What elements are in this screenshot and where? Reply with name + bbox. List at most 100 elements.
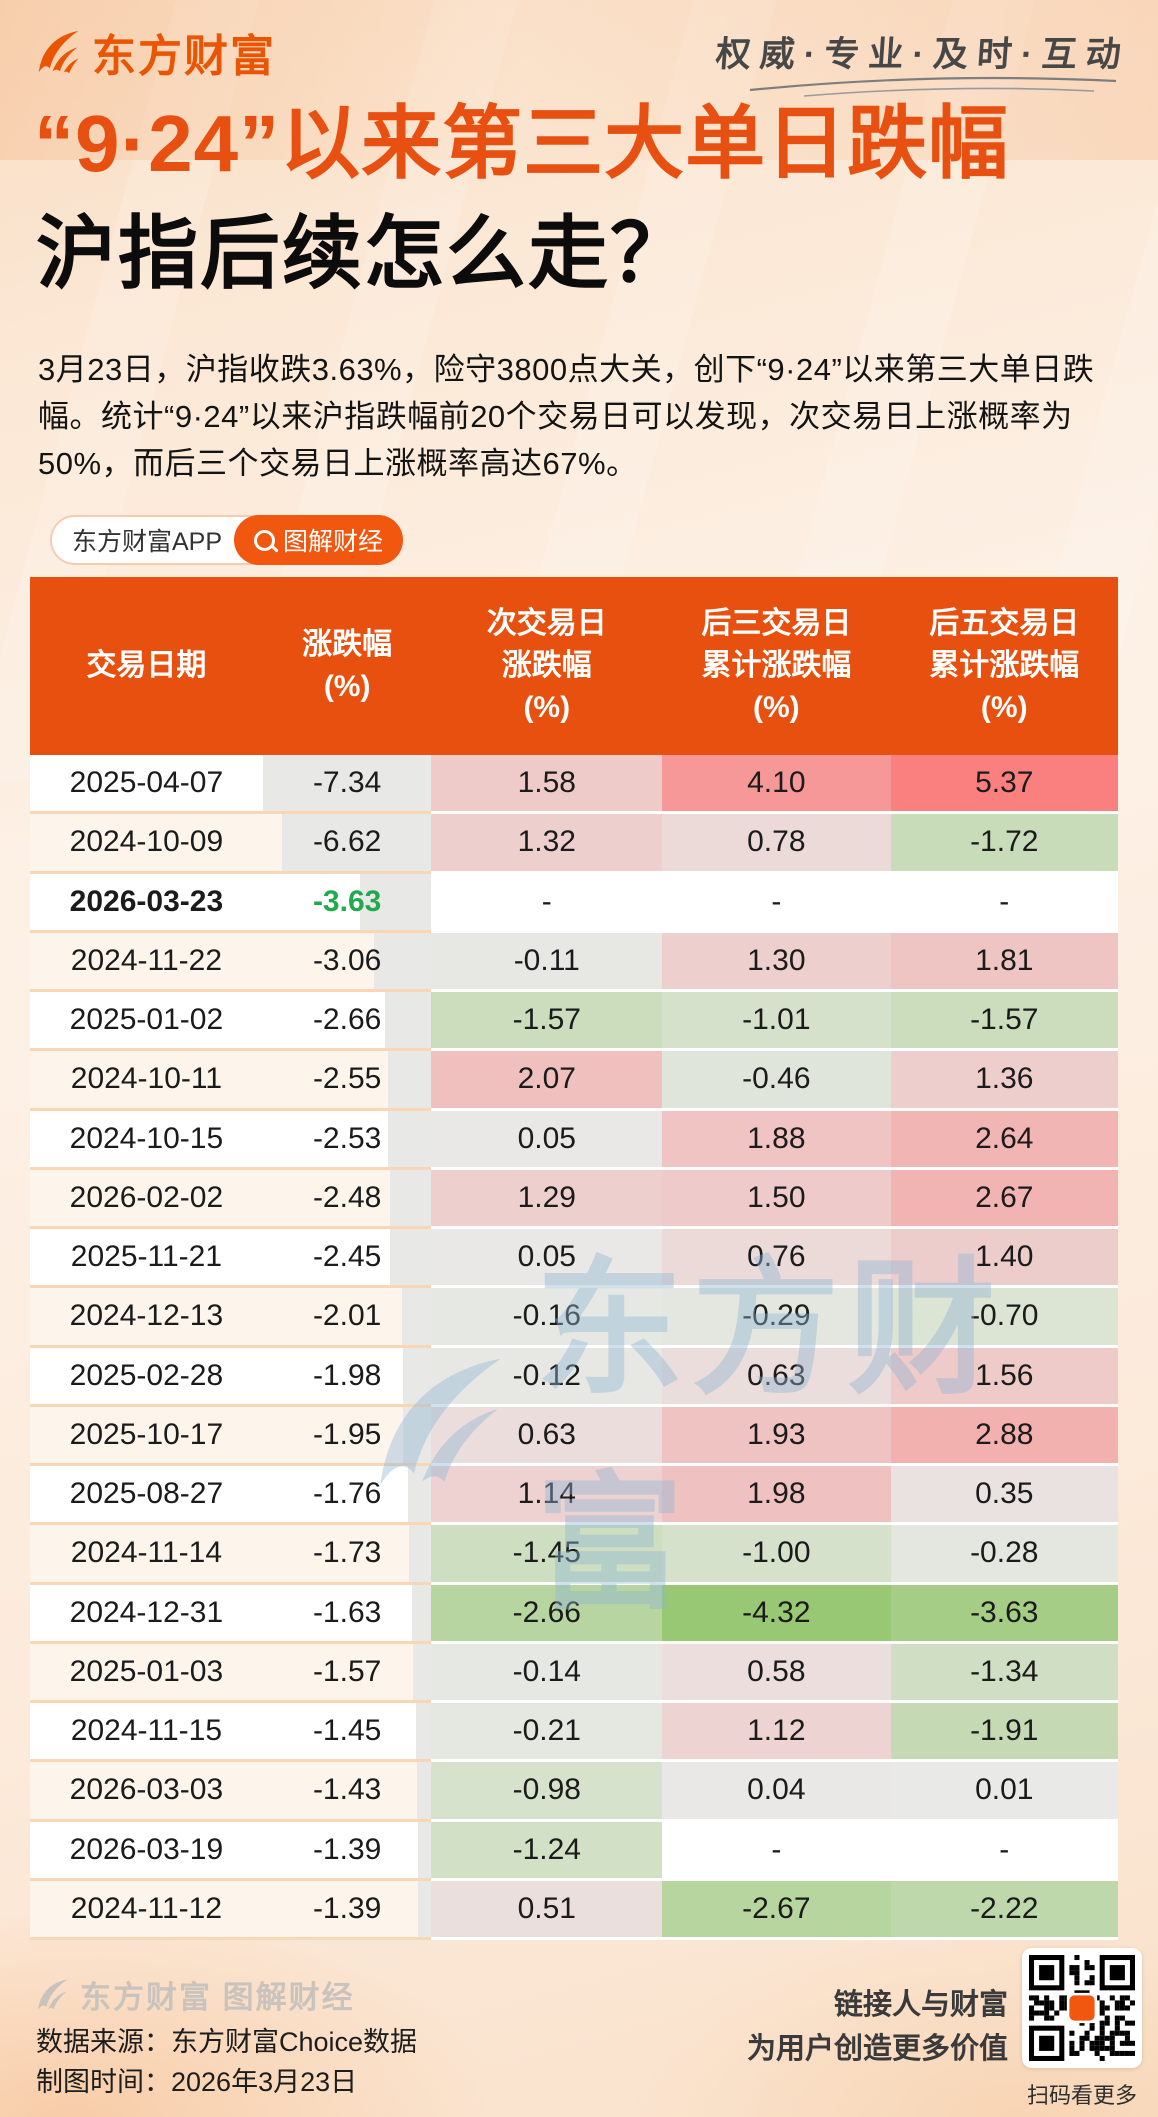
- change-value: -1.76: [312, 1477, 382, 1511]
- change-databar: [262, 755, 432, 812]
- qr-code[interactable]: [1022, 1948, 1142, 2068]
- cell-next5-days: -2.22: [890, 1880, 1118, 1940]
- cell-change: -1.98: [262, 1347, 432, 1407]
- cell-date: 2025-11-21: [30, 1229, 263, 1289]
- change-databar: [403, 1406, 432, 1463]
- change-value: -1.63: [312, 1595, 382, 1629]
- cell-change: -1.57: [262, 1643, 432, 1703]
- change-databar: [374, 932, 432, 989]
- change-databar: [416, 1703, 432, 1760]
- table-row: 2024-12-31 -1.63 -2.66 -4.32 -3.63: [30, 1584, 1118, 1644]
- tujie-caijing-button[interactable]: 图解财经: [234, 515, 404, 565]
- table-row: 2026-03-19 -1.39 -1.24- -: [30, 1821, 1118, 1881]
- cell-next3-days: -: [662, 873, 891, 933]
- cell-date: 2026-03-19: [30, 1821, 263, 1881]
- change-value: -1.43: [312, 1773, 382, 1807]
- change-databar: [388, 1110, 432, 1167]
- cell-next5-days: 0.01: [890, 1762, 1118, 1822]
- leaf-logo-icon: [38, 30, 79, 74]
- cell-next3-days: 0.04: [662, 1762, 891, 1822]
- change-databar: [390, 1229, 432, 1286]
- cell-next-day: 1.32: [431, 814, 663, 874]
- cell-change: -7.34: [262, 755, 432, 815]
- column-header: 后五交易日 累计涨跌幅 (%): [929, 607, 1080, 724]
- cell-change: -2.48: [262, 1169, 432, 1229]
- change-databar: [413, 1643, 432, 1700]
- change-databar: [416, 1762, 432, 1819]
- cell-change: -2.01: [262, 1288, 432, 1348]
- headline-line2: 沪指后续怎么走？: [36, 209, 692, 298]
- app-badge-label: 东方财富APP: [72, 528, 223, 556]
- search-icon: [254, 529, 276, 551]
- cell-next-day: -1.24: [431, 1821, 663, 1881]
- table-row: 2024-12-13 -2.01 -0.16 -0.29 -0.70: [30, 1288, 1118, 1348]
- change-value: -2.53: [312, 1121, 382, 1155]
- cell-next-day: 0.63: [431, 1406, 663, 1466]
- column-header: 交易日期: [86, 649, 207, 682]
- table-row: 2024-10-09 -6.62 1.32 0.78 -1.72: [30, 814, 1118, 874]
- cell-next5-days: 1.40: [890, 1229, 1118, 1289]
- cell-date: 2025-01-03: [30, 1643, 263, 1703]
- footer-logo-text: 东方财富 图解财经: [80, 1980, 355, 2015]
- change-value: -1.39: [312, 1891, 382, 1925]
- cell-next3-days: 1.50: [662, 1169, 891, 1229]
- cell-next-day: 1.29: [431, 1169, 663, 1229]
- cell-next-day: 0.05: [431, 1110, 663, 1170]
- cell-change: -1.95: [262, 1406, 432, 1466]
- cell-date: 2026-02-02: [30, 1169, 263, 1229]
- cell-change: -3.06: [262, 932, 432, 992]
- change-value: -1.45: [312, 1714, 382, 1748]
- cell-next5-days: -1.57: [890, 992, 1118, 1052]
- change-databar: [411, 1584, 432, 1641]
- footer-slogan-line2: 为用户创造更多价值: [746, 2032, 1008, 2065]
- cell-change: -1.73: [262, 1525, 432, 1585]
- cell-next5-days: 2.64: [890, 1110, 1118, 1170]
- cell-next-day: 0.05: [431, 1229, 663, 1289]
- footer-logo: 东方财富 图解财经: [36, 1972, 355, 2017]
- table-row: 2024-11-22 -3.06 -0.11 1.30 1.81: [30, 932, 1118, 992]
- cell-next-day: -0.12: [431, 1347, 663, 1407]
- chart-date-text: 制图时间：2026年3月23日: [36, 2067, 358, 2097]
- table-row: 2024-11-12 -1.39 0.51 -2.67 -2.22: [30, 1880, 1118, 1940]
- cell-next5-days: 5.37: [890, 755, 1118, 815]
- cell-next3-days: -2.67: [662, 1880, 891, 1940]
- cell-date: 2024-11-14: [30, 1525, 263, 1585]
- cell-next3-days: 1.88: [662, 1110, 891, 1170]
- table-row: 2024-10-15 -2.53 0.05 1.88 2.64: [30, 1110, 1118, 1170]
- cell-next3-days: 1.12: [662, 1703, 891, 1763]
- cell-next3-days: 1.98: [662, 1466, 891, 1526]
- cell-next3-days: 0.76: [662, 1229, 891, 1289]
- change-value: -3.06: [312, 943, 382, 977]
- change-databar: [281, 814, 432, 871]
- change-value: -1.73: [312, 1536, 382, 1570]
- change-databar: [359, 873, 432, 930]
- table-row: 2026-02-02 -2.48 1.29 1.50 2.67: [30, 1169, 1118, 1229]
- cell-next5-days: 0.35: [890, 1466, 1118, 1526]
- qr-code-pattern: [1029, 1955, 1135, 2061]
- cell-date: 2024-11-15: [30, 1703, 263, 1763]
- cell-next3-days: 0.58: [662, 1643, 891, 1703]
- change-databar: [417, 1821, 432, 1878]
- cell-change: -1.39: [262, 1821, 432, 1881]
- cell-next-day: -0.14: [431, 1643, 663, 1703]
- cell-next3-days: -0.29: [662, 1288, 891, 1348]
- table-row: 2025-08-27 -1.76 1.14 1.98 0.35: [30, 1466, 1118, 1526]
- brand-logo-text: 东方财富: [92, 32, 276, 81]
- cell-next-day: 1.14: [431, 1466, 663, 1526]
- cell-next-day: -1.57: [431, 992, 663, 1052]
- cell-date: 2025-08-27: [30, 1466, 263, 1526]
- change-databar: [384, 992, 432, 1049]
- footer-leaf-icon: [38, 1978, 68, 2010]
- cell-date: 2026-03-23: [30, 873, 263, 933]
- cell-date: 2024-12-31: [30, 1584, 263, 1644]
- cell-next3-days: 1.93: [662, 1406, 891, 1466]
- cell-change: -1.45: [262, 1703, 432, 1763]
- table-row: 2025-10-17 -1.95 0.63 1.93 2.88: [30, 1406, 1118, 1466]
- change-databar: [389, 1169, 432, 1226]
- brand-logo: 东方财富: [36, 20, 276, 84]
- cell-change: -1.43: [262, 1762, 432, 1822]
- table-row: 2025-11-21 -2.45 0.05 0.76 1.40: [30, 1229, 1118, 1289]
- cell-date: 2024-11-12: [30, 1880, 263, 1940]
- change-value: -6.62: [312, 825, 382, 859]
